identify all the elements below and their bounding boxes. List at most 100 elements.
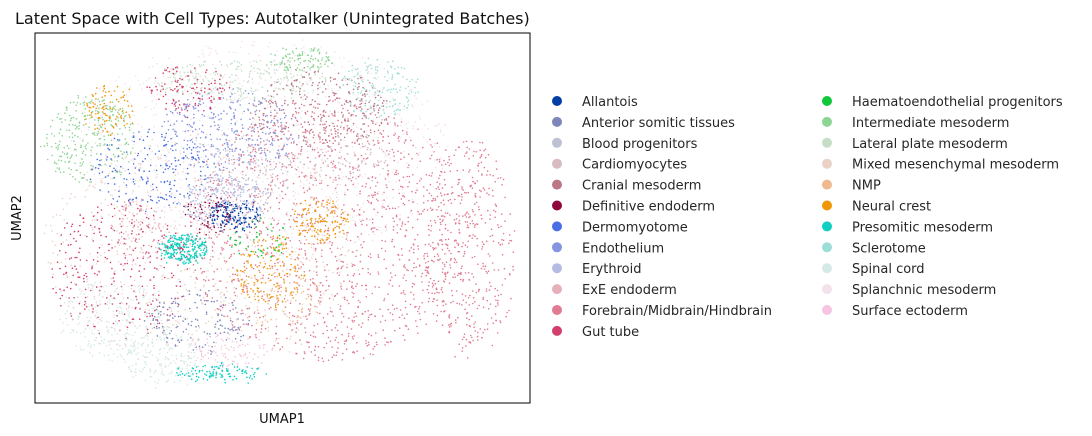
data-point [125,230,127,233]
data-point [383,152,386,154]
data-point [162,274,164,276]
data-point [360,326,363,328]
data-point [189,259,191,261]
data-point [188,157,190,160]
data-point [225,368,228,370]
data-point [229,333,231,336]
data-point [367,316,370,319]
data-point [266,234,269,236]
data-point [200,156,202,159]
data-point [85,272,87,275]
data-point [290,164,292,167]
data-point [144,308,147,311]
data-point [213,214,215,216]
data-point [198,55,200,58]
data-point [283,297,286,300]
data-point [467,272,470,274]
data-point [231,184,233,187]
data-point [270,121,272,123]
data-point [233,366,236,368]
data-point [145,80,147,82]
data-point [233,291,236,294]
data-point [319,182,321,185]
data-point [363,211,365,213]
data-point [132,147,134,149]
data-point [243,221,246,224]
data-point [219,209,222,211]
data-point [224,315,227,318]
data-point [441,249,444,251]
data-point [197,208,200,211]
data-point [220,348,222,350]
data-point [481,141,484,144]
data-point [126,326,129,329]
data-point [445,261,448,263]
data-point [281,190,283,193]
data-point [241,112,244,115]
data-point [430,154,433,157]
data-point [319,132,321,134]
data-point [177,320,179,323]
data-point [107,204,109,207]
data-point [163,237,165,239]
data-point [432,248,435,251]
data-point [179,216,182,219]
data-point [454,319,457,321]
data-point [131,260,134,263]
data-point [227,65,229,68]
data-point [339,271,341,274]
data-point [473,150,475,153]
data-point [444,310,446,312]
data-point [254,147,257,150]
data-point [332,163,334,165]
data-point [494,203,497,206]
data-point [370,201,373,204]
data-point [348,79,350,82]
data-point [233,99,235,102]
data-point [188,237,190,239]
data-point [219,138,221,141]
data-point [325,120,328,123]
data-point [441,220,444,222]
data-point [426,288,429,291]
data-point [156,93,159,96]
data-point [462,280,464,282]
data-point [342,219,344,222]
data-point [315,220,317,223]
data-point [392,196,394,199]
data-point [164,356,167,359]
data-point [365,340,367,342]
data-point [303,163,305,166]
data-point [351,265,354,268]
data-point [327,336,330,339]
data-point [208,54,210,57]
data-point [226,315,229,318]
data-point [252,103,254,105]
data-point [211,91,214,94]
data-point [142,293,144,296]
data-point [130,268,133,270]
data-point [193,162,196,165]
data-point [220,247,223,249]
data-point [294,64,297,67]
data-point [219,175,222,177]
data-point [403,265,405,268]
data-point [234,122,237,124]
data-point [231,130,233,132]
data-point [430,175,433,177]
data-point [339,248,342,250]
data-point [251,93,254,95]
data-point [314,209,317,211]
data-point [63,289,65,292]
data-point [313,122,315,125]
data-point [224,378,226,381]
data-point [464,214,466,216]
data-point [235,179,237,181]
data-point [224,219,226,221]
data-point [347,231,349,234]
data-point [128,247,131,249]
data-point [83,176,86,179]
data-point [196,262,199,264]
data-point [95,263,98,265]
data-point [263,293,266,296]
